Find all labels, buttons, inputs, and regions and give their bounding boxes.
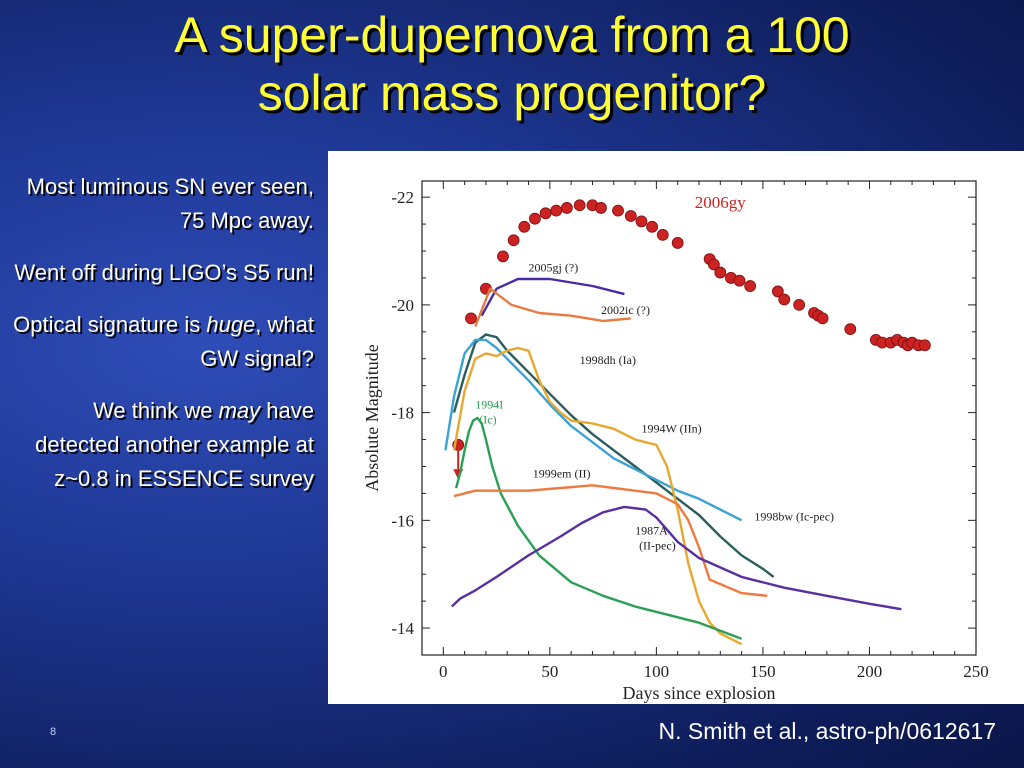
series-label: 2002ic (?): [601, 303, 650, 317]
data-point-2006gy: [635, 215, 648, 228]
series-line: [453, 484, 768, 597]
bullet-text: We think we: [93, 398, 219, 423]
data-point-2006gy: [465, 312, 477, 325]
title-line-1: A super-dupernova from a 100: [174, 7, 850, 63]
series-label: 1998bw (Ic-pec): [754, 509, 834, 523]
data-point-2006gy: [793, 298, 806, 311]
series-label: 1999em (II): [533, 466, 591, 480]
data-point-2006gy: [844, 323, 857, 336]
series-line: [480, 277, 625, 317]
x-tick-label: 150: [750, 662, 776, 681]
data-point-2006gy: [778, 293, 791, 306]
data-point-2006gy: [518, 220, 531, 233]
data-point-2006gy: [539, 207, 552, 220]
data-point-2006gy: [744, 280, 757, 292]
x-tick-label: 250: [963, 662, 989, 681]
series-label: 2006gy: [695, 193, 747, 212]
data-point-2006gy: [497, 250, 509, 263]
data-point-2006gy: [573, 199, 586, 212]
bullet-text: Optical signature is: [13, 312, 207, 337]
data-point-2006gy: [708, 258, 720, 271]
data-point-2006gy: [612, 204, 624, 217]
data-point-2006gy: [529, 212, 541, 225]
series-line: [454, 416, 743, 640]
data-point-2006gy: [656, 228, 669, 241]
x-tick-label: 100: [644, 662, 670, 681]
light-curve-chart: 0 50 100 150 200 250 -14 -16 -18 -20 -22 Days since…: [328, 151, 1024, 704]
slide-title: A super-dupernova from a 100 solar mass …: [0, 6, 1024, 122]
data-point-2006gy: [918, 339, 931, 352]
slide-number: 8: [50, 726, 57, 738]
series-label: 1994I: [475, 397, 503, 411]
series-line: [444, 338, 743, 522]
bullet-text: , what GW signal?: [200, 312, 314, 371]
bullet-text: have detected another example at z~0.8 i…: [35, 398, 314, 491]
series-line: [452, 333, 775, 578]
chart-svg: 0 50 100 150 200 250 -14 -16 -18 -20 -22 Days since…: [362, 180, 989, 703]
data-point-2006gy: [816, 312, 829, 325]
y-tick-label: -16: [391, 511, 414, 530]
bullet-text: Most luminous SN ever seen, 75 Mpc away.: [26, 174, 314, 233]
data-point-2006gy: [646, 220, 659, 233]
series-label: 2005gj (?): [529, 260, 579, 274]
data-point-2006gy: [507, 234, 520, 247]
data-point-2006gy: [771, 285, 784, 298]
series-line: [450, 505, 902, 611]
data-point-2006gy: [550, 204, 563, 217]
bullet-item: Optical signature is huge, what GW signa…: [10, 308, 314, 376]
bullet-item: We think we may have detected another ex…: [10, 394, 314, 496]
bullet-emphasis: may: [218, 398, 261, 423]
data-point-2006gy: [671, 237, 684, 249]
y-axis-label: Absolute Magnitude: [362, 344, 382, 491]
data-point-2006gy: [560, 202, 573, 214]
x-tick-label: 50: [541, 662, 558, 681]
bullet-item: Went off during LIGO’s S5 run!: [10, 256, 314, 290]
series-line: [452, 346, 743, 646]
data-point-2006gy: [714, 266, 727, 279]
series-line: [474, 287, 631, 327]
data-point-2006gy: [595, 202, 607, 214]
series-sublabel: (Ic): [479, 412, 496, 426]
series-label: 1998dh (Ia): [580, 353, 636, 367]
x-tick-label: 200: [857, 662, 883, 681]
bullet-list: Most luminous SN ever seen, 75 Mpc away.…: [10, 170, 314, 514]
data-point-2006gy: [624, 210, 637, 222]
bullet-item: Most luminous SN ever seen, 75 Mpc away.: [10, 170, 314, 238]
series-label: 1987A: [635, 523, 668, 537]
title-line-2: solar mass progenitor?: [257, 65, 767, 121]
bullet-text: Went off during LIGO’s S5 run!: [14, 260, 314, 285]
data-point-2006gy: [733, 274, 746, 287]
series-sublabel: (II-pec): [639, 538, 676, 552]
y-tick-label: -22: [391, 188, 414, 207]
y-tick-label: -20: [391, 296, 414, 315]
y-tick-label: -14: [391, 619, 414, 638]
y-tick-label: -18: [391, 404, 414, 423]
citation: N. Smith et al., astro-ph/0612617: [658, 718, 996, 744]
series-label: 1994W (IIn): [641, 422, 701, 436]
bullet-emphasis: huge: [206, 312, 256, 337]
x-axis-label: Days since explosion: [623, 683, 776, 703]
x-tick-label: 0: [439, 662, 448, 681]
